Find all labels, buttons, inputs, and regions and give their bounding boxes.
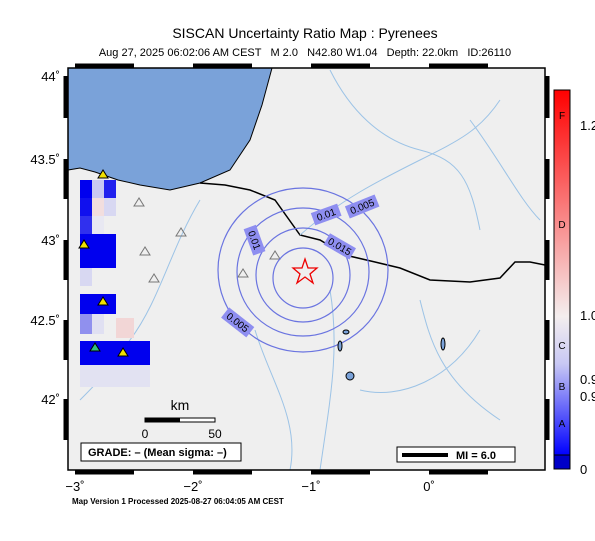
lon-labels: −3˚ −2˚ −1˚ 0˚ <box>65 479 434 494</box>
frame-ticks <box>63 63 550 475</box>
border <box>199 182 546 283</box>
lat-label: 42.5˚ <box>30 313 60 328</box>
stations <box>78 169 281 357</box>
footer: Map Version 1 Processed 2025-08-27 06:04… <box>72 497 284 506</box>
colorbar-letter: F <box>559 111 565 122</box>
lon-label: 0˚ <box>423 479 435 494</box>
colorbar-letter: D <box>558 220 565 231</box>
lat-labels: 44˚ 43.5˚ 43˚ 42.5˚ 42˚ <box>30 69 60 407</box>
scale-end: 50 <box>208 427 222 441</box>
grid-cells <box>80 180 150 387</box>
intensity-box <box>396 446 516 463</box>
colorbar-value: 0.9 <box>580 372 595 387</box>
colorbar-value: 1.2 <box>580 118 595 133</box>
colorbar-values: 1.2 1.0 0.9 0.9 0 <box>580 118 595 477</box>
lon-label: −1˚ <box>301 479 320 494</box>
lat-label: 43˚ <box>41 233 60 248</box>
intensity: MI = 6.0 <box>456 450 496 462</box>
colorbar-value: 0 <box>580 462 587 477</box>
colorbar-letter: B <box>559 382 566 393</box>
lon-label: −3˚ <box>65 479 84 494</box>
title: SISCAN Uncertainty Ratio Map : Pyrenees <box>172 25 437 41</box>
colorbar: F D C B A 1.2 1.0 0.9 0.9 0 <box>553 89 595 477</box>
grade-box <box>80 442 242 462</box>
colorbar-floor <box>553 454 571 470</box>
colorbar-value: 1.0 <box>580 308 595 323</box>
sea <box>67 67 273 191</box>
lat-label: 44˚ <box>41 69 60 84</box>
lakes <box>337 329 446 381</box>
lat-label: 43.5˚ <box>30 152 60 167</box>
epicenter <box>291 256 319 285</box>
lon-label: −2˚ <box>183 479 202 494</box>
colorbar-value: 0.9 <box>580 389 595 404</box>
colorbar-ramp <box>553 89 571 456</box>
scale-bar: km 0 50 <box>142 397 222 441</box>
colorbar-letter: A <box>559 419 566 430</box>
map: 0.01 0.005 0.015 0.01 0.005 km 0 50 GRAD… <box>30 63 550 494</box>
subtitle: Aug 27, 2025 06:02:06 AM CEST M 2.0 N42.… <box>99 47 511 59</box>
grade: GRADE: – (Mean sigma: –) <box>88 447 227 459</box>
scale-unit: km <box>171 397 190 413</box>
lat-label: 42˚ <box>41 392 60 407</box>
colorbar-letters: F D C B A <box>558 111 565 430</box>
scale-start: 0 <box>142 427 149 441</box>
colorbar-letter: C <box>558 341 565 352</box>
